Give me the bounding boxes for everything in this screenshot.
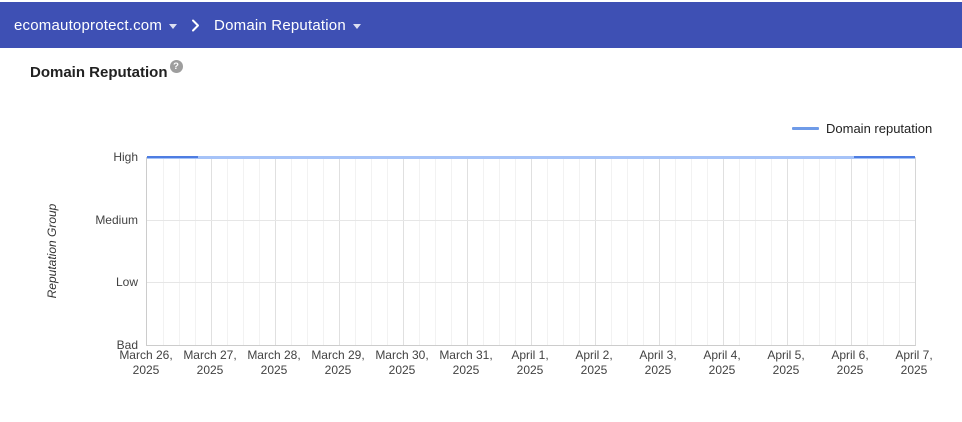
x-tick-label: March 26, 2025	[119, 348, 173, 377]
gridline	[739, 157, 740, 345]
x-tick-label: March 27, 2025	[183, 348, 237, 377]
x-tick-label: March 28, 2025	[247, 348, 301, 377]
gridline	[467, 157, 468, 345]
x-tick-label: March 30, 2025	[375, 348, 429, 377]
gridline	[243, 157, 244, 345]
gridline	[643, 157, 644, 345]
gridline	[403, 157, 404, 345]
gridline	[211, 157, 212, 345]
gridline	[579, 157, 580, 345]
gridline	[723, 157, 724, 345]
x-tick-label: March 31, 2025	[439, 348, 493, 377]
gridline	[771, 157, 772, 345]
domain-selector-label: ecomautoprotect.com	[14, 16, 163, 34]
gridline	[291, 157, 292, 345]
gridline	[883, 157, 884, 345]
series-line-segment	[147, 156, 198, 158]
gridline	[195, 157, 196, 345]
gridline	[147, 220, 915, 221]
legend-label: Domain reputation	[826, 121, 933, 136]
x-tick-label: April 3, 2025	[639, 348, 677, 377]
page-title-row: Domain Reputation ?	[30, 60, 183, 81]
gridline	[179, 157, 180, 345]
domain-selector[interactable]: ecomautoprotect.com	[14, 16, 178, 34]
gridline	[339, 157, 340, 345]
series-line-segment	[854, 156, 915, 158]
plot-area[interactable]	[146, 156, 916, 346]
x-tick-label: April 4, 2025	[703, 348, 741, 377]
chart-legend: Domain reputation	[792, 121, 932, 136]
chevron-down-icon	[352, 23, 361, 29]
gridline	[435, 157, 436, 345]
gridline	[595, 157, 596, 345]
gridline	[483, 157, 484, 345]
gridline	[755, 157, 756, 345]
gridline	[307, 157, 308, 345]
gridline	[451, 157, 452, 345]
gridline	[387, 157, 388, 345]
gridline	[275, 157, 276, 345]
gridline	[147, 282, 915, 283]
gridline	[867, 157, 868, 345]
gridline	[899, 157, 900, 345]
x-tick-label: April 7, 2025	[895, 348, 933, 377]
gridline	[531, 157, 532, 345]
x-tick-label: April 1, 2025	[511, 348, 549, 377]
gridline	[707, 157, 708, 345]
y-tick-label: Medium	[95, 212, 138, 227]
gridline	[515, 157, 516, 345]
y-tick-label: Bad	[116, 338, 138, 352]
gridline	[851, 157, 852, 345]
section-selector[interactable]: Domain Reputation	[214, 17, 361, 34]
gridline	[547, 157, 548, 345]
gridline	[259, 157, 260, 345]
help-icon[interactable]: ?	[169, 60, 183, 73]
x-tick-label: April 6, 2025	[831, 348, 869, 377]
gridline	[355, 157, 356, 345]
x-tick-label: April 5, 2025	[767, 348, 805, 377]
gridline	[835, 157, 836, 345]
gridline	[563, 157, 564, 345]
gridline	[787, 157, 788, 345]
y-tick-label: High	[113, 150, 138, 164]
gridline	[675, 157, 676, 345]
gridline	[691, 157, 692, 345]
x-tick-label: April 2, 2025	[575, 348, 613, 377]
x-tick-label: March 29, 2025	[311, 348, 365, 377]
gridline	[323, 157, 324, 345]
section-selector-label: Domain Reputation	[214, 16, 346, 34]
gridline	[803, 157, 804, 345]
gridline	[163, 157, 164, 345]
legend-line-swatch	[792, 127, 819, 130]
y-tick-label: Low	[115, 275, 138, 290]
gridline	[227, 157, 228, 345]
breadcrumb-chevron-icon	[191, 19, 200, 32]
page-title: Domain Reputation	[30, 64, 168, 81]
gridline	[371, 157, 372, 345]
gridline	[419, 157, 420, 345]
gridline	[659, 157, 660, 345]
series-line-domain-reputation	[147, 156, 915, 159]
gridline	[499, 157, 500, 345]
gridline	[611, 157, 612, 345]
top-navigation-bar: ecomautoprotect.com Domain Reputation	[0, 2, 962, 48]
chevron-down-icon	[169, 23, 178, 29]
gridline	[627, 157, 628, 345]
gridline	[819, 157, 820, 345]
